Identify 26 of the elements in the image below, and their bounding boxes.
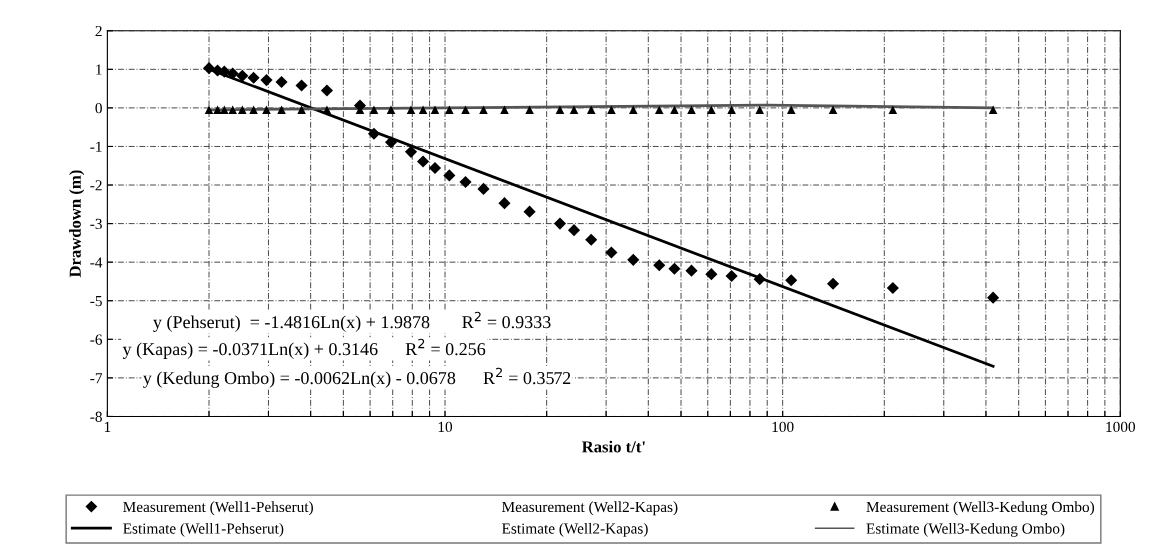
y-tick-label: -3	[90, 218, 102, 230]
y-tick-label: -6	[90, 334, 103, 345]
text: Estimate (Well2-Kapas)	[502, 522, 648, 537]
x-axis-title: Rasio t/t'	[581, 440, 645, 453]
y-axis-title: Drawdown (m)	[69, 170, 85, 278]
legend-label: Measurement (Well3-Kedung Ombo)	[866, 501, 1095, 516]
annotation: y (Pehserut) = -1.4816Ln(x) + 1.9878 R$^{2}$ = 0.9333	[153, 311, 551, 332]
y-tick-label: 2	[95, 25, 102, 37]
legend-label: Estimate (Well3-Kedung Ombo)	[866, 522, 1065, 537]
y-tick-label: -7	[90, 373, 103, 384]
y-tick-label: -1	[90, 141, 102, 152]
legend-label: Estimate (Well1-Pehserut)	[123, 522, 284, 537]
annotation: y (Kapas) = -0.0371Ln(x) + 0.3146 R$^{2}$ = 0.256	[122, 338, 486, 359]
y-tick-label: -5	[90, 296, 102, 307]
text: Measurement (Well2-Kapas)	[502, 501, 678, 516]
legend-label: Measurement (Well1-Pehserut)	[123, 501, 313, 516]
x-tick-label: 1000	[1106, 421, 1136, 433]
x-tick-label: 10	[438, 421, 453, 433]
y-tick-label: -2	[90, 180, 102, 191]
y-tick-label: -8	[90, 411, 102, 422]
annotation: y (Kedung Ombo) = -0.0062Ln(x) - 0.0678 R$^{2}$ = 0.3572	[143, 367, 571, 388]
y-tick-label: 0	[95, 103, 102, 114]
y-tick-label: -4	[90, 257, 103, 268]
y-tick-label: 1	[96, 64, 102, 75]
x-tick-label: 100	[772, 421, 794, 433]
x-tick-label: 1	[104, 421, 111, 432]
